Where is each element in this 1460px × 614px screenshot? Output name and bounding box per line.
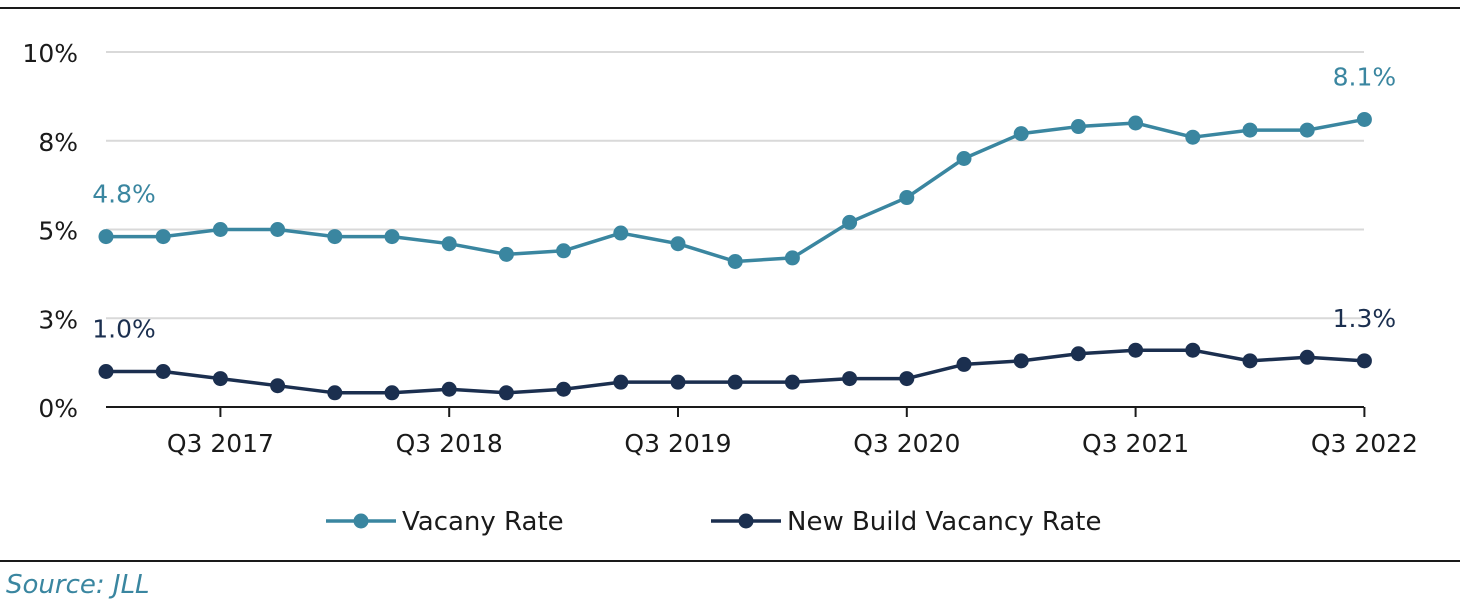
data-label: 1.0% [92, 315, 156, 344]
series [98, 111, 1372, 401]
data-label: 4.8% [92, 180, 156, 209]
x-tick-label: Q3 2017 [167, 429, 274, 458]
data-point [1128, 115, 1144, 131]
data-label: 1.3% [1333, 304, 1397, 333]
legend-label: New Build Vacancy Rate [787, 507, 1101, 537]
data-point [1185, 129, 1201, 145]
data-point [842, 371, 858, 387]
legend: Vacany Rate New Build Vacancy Rate [326, 507, 1101, 537]
data-point [441, 236, 457, 252]
axes: 0% 3% 5% 8% 10% Q3 2017 Q3 2018 Q3 2019 Q3 2020 Q… [22, 39, 1418, 458]
x-tick-label: Q3 2022 [1311, 429, 1418, 458]
legend-item: New Build Vacancy Rate [711, 507, 1101, 537]
data-point [1070, 119, 1086, 135]
data-point [784, 250, 800, 266]
series-new-build-vacancy-rate [98, 342, 1372, 401]
y-tick-label: 0% [38, 394, 78, 423]
data-point [613, 374, 629, 390]
data-point [784, 374, 800, 390]
data-point [556, 381, 572, 397]
data-point [1299, 349, 1315, 365]
data-point [1013, 126, 1029, 142]
x-tick-label: Q3 2019 [624, 429, 731, 458]
bottom-rule [0, 560, 1460, 562]
data-point [384, 385, 400, 401]
top-rule [0, 7, 1460, 9]
x-tick-label: Q3 2020 [853, 429, 960, 458]
data-point [384, 229, 400, 245]
data-point [1299, 122, 1315, 138]
data-point [1242, 353, 1258, 369]
data-point [1185, 342, 1201, 358]
data-point [899, 190, 915, 206]
data-point [727, 374, 743, 390]
data-point [1128, 342, 1144, 358]
data-point [212, 222, 228, 237]
data-point [956, 356, 972, 372]
labels: 4.8% 8.1% 1.0% 1.3% [92, 62, 1396, 343]
data-point [327, 385, 343, 401]
data-point [613, 225, 629, 241]
data-point [498, 246, 514, 262]
data-point [1356, 353, 1372, 369]
data-point [270, 378, 286, 394]
y-tick-label: 10% [22, 39, 78, 68]
line-chart: 0% 3% 5% 8% 10% Q3 2017 Q3 2018 Q3 2019 Q3 2020 Q… [22, 39, 1418, 537]
y-tick-label: 5% [38, 217, 78, 246]
series-vacancy-rate [98, 111, 1372, 269]
data-point [1070, 346, 1086, 362]
data-point [1013, 353, 1029, 369]
legend-label: Vacany Rate [402, 507, 564, 537]
data-point [98, 364, 114, 379]
x-tick-label: Q3 2021 [1082, 429, 1189, 458]
data-point [441, 381, 457, 397]
data-point [327, 229, 343, 245]
x-tick-label: Q3 2018 [396, 429, 503, 458]
data-point [212, 371, 228, 387]
y-tick-label: 8% [38, 128, 78, 157]
data-point [155, 229, 171, 245]
y-tick-label: 3% [38, 305, 78, 334]
data-point [670, 374, 686, 390]
data-point [670, 236, 686, 252]
data-point [556, 243, 572, 259]
data-point [1242, 122, 1258, 138]
legend-swatch-marker [738, 513, 754, 529]
data-point [727, 253, 743, 269]
data-point [498, 385, 514, 401]
source-note: Source: JLL [6, 570, 150, 600]
data-point [842, 214, 858, 230]
data-point [270, 222, 286, 237]
data-label: 8.1% [1333, 62, 1397, 91]
data-point [155, 364, 171, 379]
data-point [1356, 111, 1372, 127]
data-point [899, 371, 915, 387]
legend-item: Vacany Rate [326, 507, 564, 537]
data-point [956, 151, 972, 166]
data-point [98, 229, 114, 245]
gridlines [106, 51, 1364, 320]
legend-swatch-marker [353, 513, 369, 529]
